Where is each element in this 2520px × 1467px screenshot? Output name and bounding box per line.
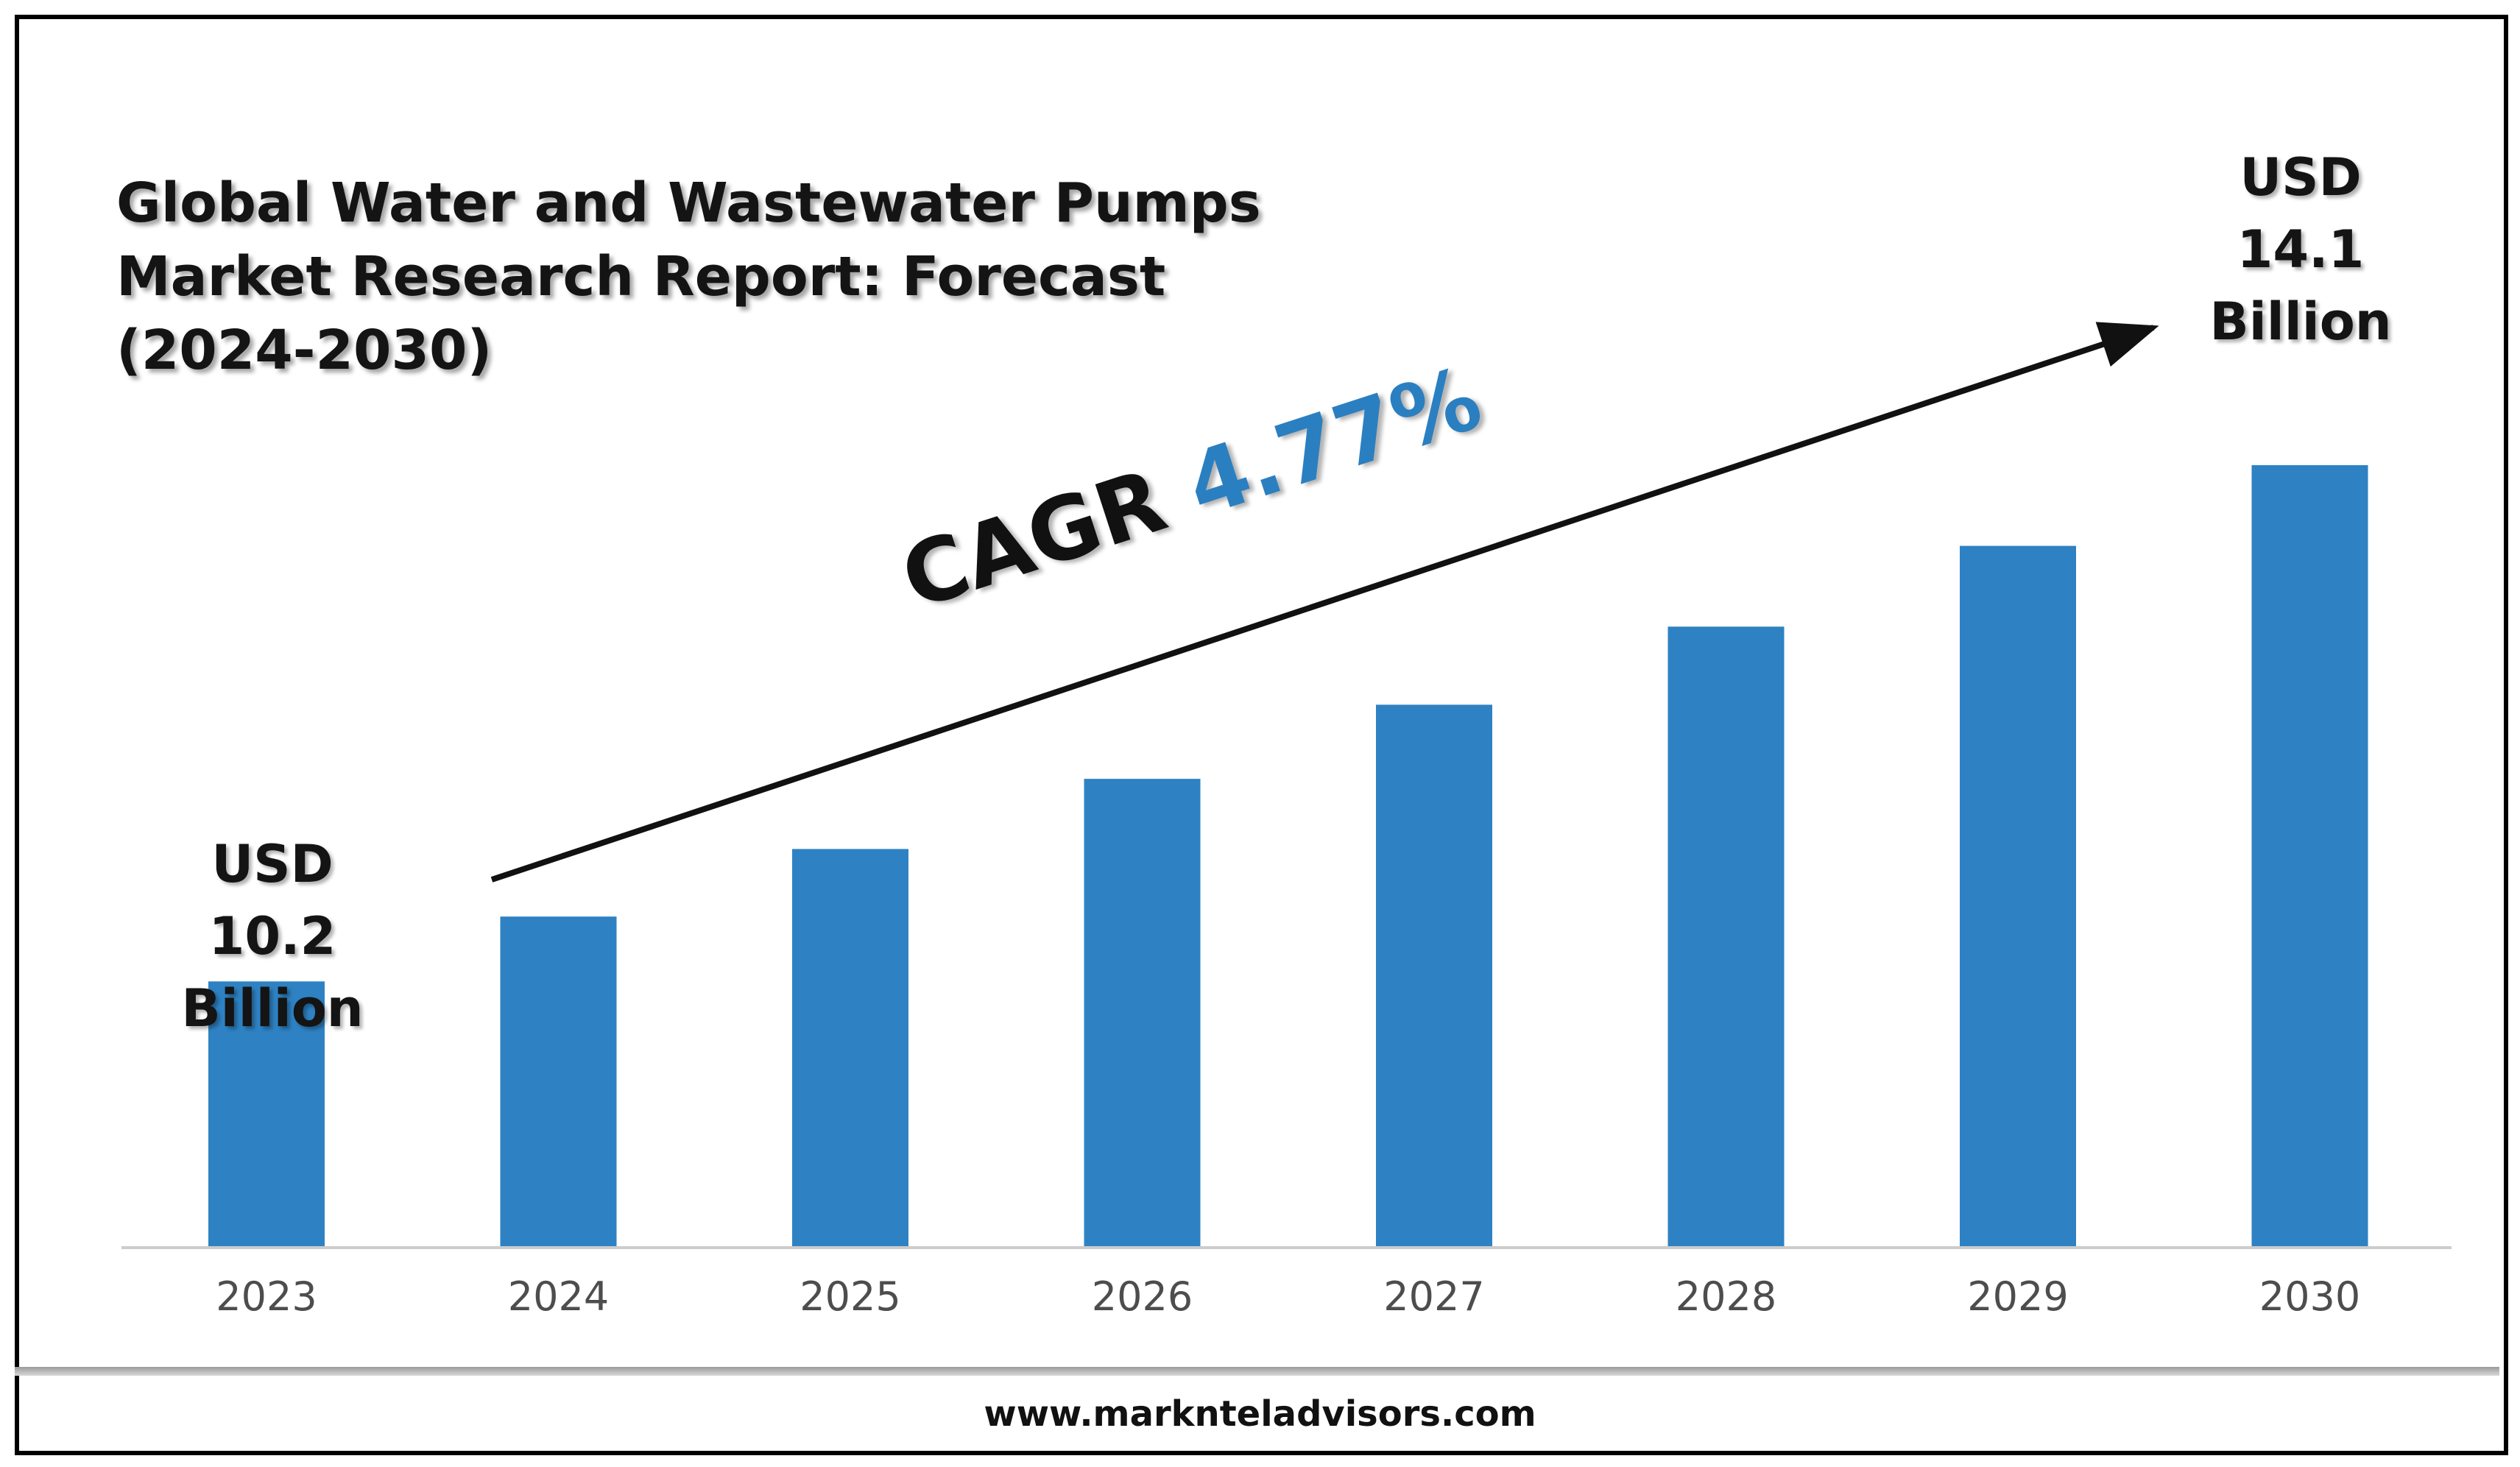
bar-2026 xyxy=(1084,779,1201,1246)
cagr-trend-arrow xyxy=(490,322,2159,883)
x-tick-label-2026: 2026 xyxy=(1092,1273,1193,1320)
start-value-label: USD 10.2 Billion xyxy=(140,828,405,1044)
footer-website: www.marknteladvisors.com xyxy=(984,1393,1536,1435)
chart-frame xyxy=(15,15,2508,1455)
end-value-unit: Billion xyxy=(2209,291,2392,352)
x-tick-label-2025: 2025 xyxy=(800,1273,900,1320)
bar-2024 xyxy=(500,916,617,1246)
x-tick-label-2023: 2023 xyxy=(216,1273,317,1320)
end-value-label: USD 14.1 Billion xyxy=(2168,141,2433,358)
bar-2028 xyxy=(1667,626,1785,1246)
start-value-number: 10.2 xyxy=(208,906,336,966)
x-tick-labels: 2023 2024 2025 2026 2027 2028 2029 2030 xyxy=(216,1273,2360,1320)
start-value-unit: Billion xyxy=(181,978,364,1039)
bar-2025 xyxy=(792,849,908,1246)
end-value-number: 14.1 xyxy=(2237,219,2365,280)
x-tick-label-2028: 2028 xyxy=(1676,1273,1776,1320)
bar-2023 xyxy=(208,981,325,1246)
chart-title-line-2: Market Research Report: Forecast xyxy=(116,245,1166,308)
end-value-currency: USD xyxy=(2240,147,2362,208)
start-value-currency: USD xyxy=(211,834,333,894)
bars-group xyxy=(208,464,2368,1246)
x-tick-label-2027: 2027 xyxy=(1383,1273,1484,1320)
bar-2027 xyxy=(1376,704,1492,1246)
bar-2029 xyxy=(1960,545,2076,1246)
chart-title-line-3: (2024-2030) xyxy=(116,319,493,382)
footer-divider xyxy=(15,1367,2499,1376)
chart-title-line-1: Global Water and Wastewater Pumps xyxy=(116,172,1261,235)
x-tick-label-2030: 2030 xyxy=(2259,1273,2360,1320)
bar-2030 xyxy=(2251,464,2368,1246)
x-tick-label-2024: 2024 xyxy=(508,1273,609,1320)
x-tick-label-2029: 2029 xyxy=(1967,1273,2068,1320)
